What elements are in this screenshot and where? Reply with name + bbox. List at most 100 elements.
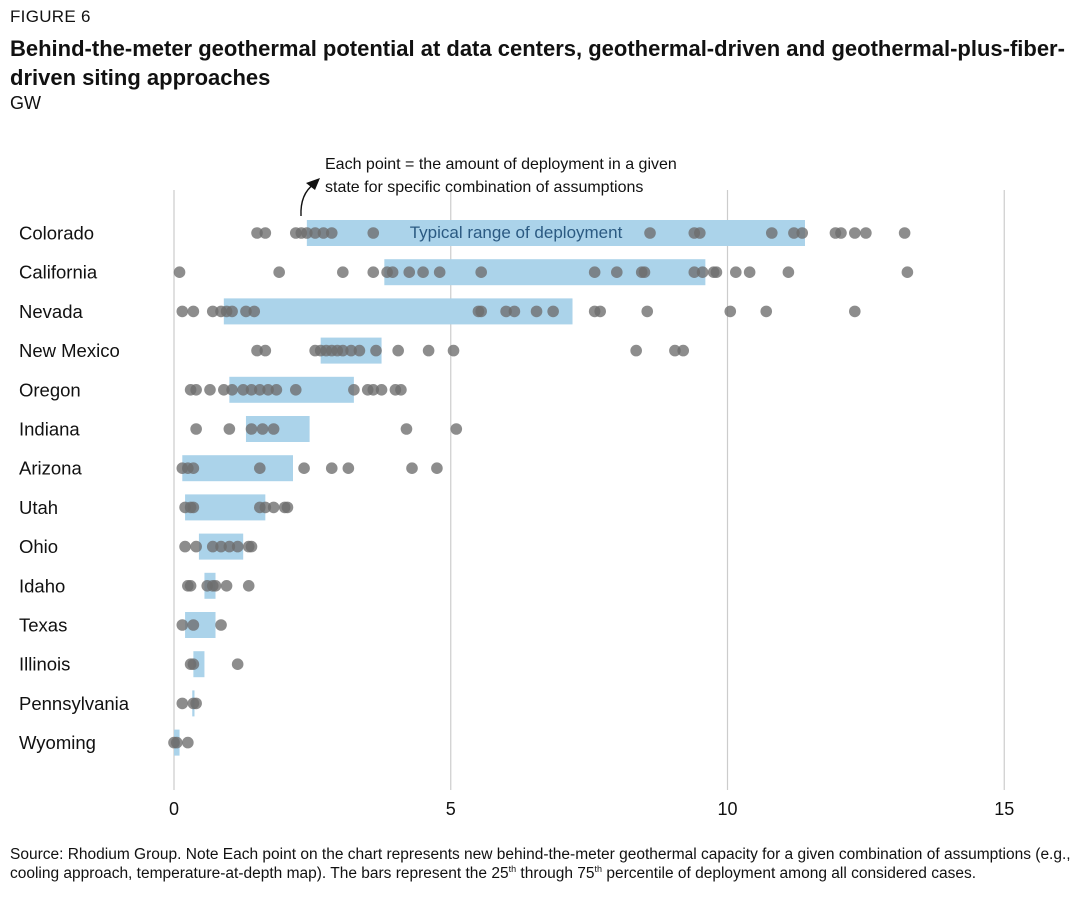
annotation-arrow	[300, 183, 315, 217]
data-point	[669, 344, 681, 357]
source-sup-1: th	[508, 863, 517, 874]
range-bar	[384, 259, 706, 286]
data-point	[367, 266, 380, 279]
source-text-3: percentile of deployment among all consi…	[602, 865, 976, 882]
data-point	[417, 266, 429, 279]
data-point	[187, 501, 200, 514]
x-tick-label: 15	[994, 799, 1014, 819]
data-point	[386, 266, 399, 279]
data-point	[231, 658, 244, 670]
data-point	[190, 384, 202, 396]
data-point	[688, 266, 701, 279]
data-point	[367, 227, 380, 239]
category-label-pennsylvania: Pennsylvania	[19, 693, 130, 714]
data-point	[176, 697, 189, 710]
figure-label: FIGURE 6	[10, 7, 91, 26]
data-point	[475, 305, 487, 318]
data-point	[262, 384, 274, 396]
data-point	[342, 462, 355, 475]
data-point	[170, 736, 183, 749]
data-point	[251, 227, 263, 239]
data-point	[190, 697, 202, 710]
data-point	[240, 305, 252, 318]
data-point	[901, 266, 914, 279]
source-text-1: Source: Rhodium Group. Note Each point o…	[10, 846, 1071, 882]
category-label-utah: Utah	[19, 497, 58, 518]
data-point	[267, 501, 280, 514]
data-point	[220, 580, 233, 592]
data-point	[259, 227, 272, 239]
data-point	[447, 344, 460, 357]
data-point	[270, 384, 283, 396]
data-point	[301, 227, 313, 239]
data-point	[860, 227, 872, 239]
data-point	[475, 266, 487, 279]
data-point	[182, 736, 194, 749]
data-point	[317, 227, 330, 239]
data-point	[190, 540, 202, 553]
data-point	[253, 384, 266, 396]
data-point	[588, 266, 601, 279]
data-point	[392, 344, 404, 357]
data-point	[743, 266, 756, 279]
data-point	[245, 423, 258, 435]
chart-title: Behind-the-meter geothermal potential at…	[10, 36, 1065, 90]
data-point	[237, 384, 249, 396]
category-label-colorado: Colorado	[19, 223, 94, 244]
data-point	[370, 344, 382, 357]
data-point	[215, 619, 227, 631]
category-label-oregon: Oregon	[19, 379, 81, 400]
data-point	[184, 580, 197, 592]
data-point	[226, 384, 238, 396]
data-point	[337, 266, 349, 279]
data-point	[694, 227, 706, 239]
data-point	[179, 540, 191, 553]
data-point	[298, 462, 310, 475]
data-point	[406, 462, 418, 475]
data-point	[223, 540, 236, 553]
data-point	[242, 580, 255, 592]
data-point	[289, 384, 302, 396]
category-label-california: California	[19, 262, 98, 283]
data-point	[710, 266, 723, 279]
data-point	[231, 540, 244, 553]
data-point	[508, 305, 521, 318]
data-point	[245, 540, 258, 553]
data-point	[730, 266, 742, 279]
data-point	[611, 266, 623, 279]
data-point	[375, 384, 388, 396]
data-point	[530, 305, 543, 318]
annotation-line-1: Each point = the amount of deployment in…	[325, 156, 677, 173]
category-label-new-mexico: New Mexico	[19, 340, 120, 361]
data-points	[168, 227, 914, 749]
data-point	[173, 266, 186, 279]
data-point	[309, 227, 321, 239]
data-point	[641, 305, 654, 318]
annotation: Each point = the amount of deployment in…	[300, 156, 677, 217]
data-point	[226, 305, 238, 318]
x-tick-labels: 0 5 10 15	[169, 799, 1014, 819]
chart-unit: GW	[10, 93, 41, 113]
data-point	[760, 305, 773, 318]
data-point	[251, 344, 263, 357]
data-point	[325, 462, 338, 475]
data-point	[187, 305, 200, 318]
data-point	[218, 384, 230, 396]
data-point	[204, 384, 216, 396]
category-label-indiana: Indiana	[19, 419, 80, 440]
data-point	[209, 580, 222, 592]
category-label-texas: Texas	[19, 615, 67, 636]
data-point	[724, 305, 737, 318]
range-bar	[223, 298, 573, 325]
data-point	[431, 462, 443, 475]
range-bar	[306, 220, 805, 246]
data-point	[696, 266, 709, 279]
data-point	[248, 305, 261, 318]
data-point	[176, 305, 189, 318]
data-point	[594, 305, 606, 318]
data-point	[450, 423, 463, 435]
data-point	[215, 540, 227, 553]
data-point	[259, 501, 272, 514]
data-point	[223, 423, 236, 435]
data-point	[796, 227, 809, 239]
